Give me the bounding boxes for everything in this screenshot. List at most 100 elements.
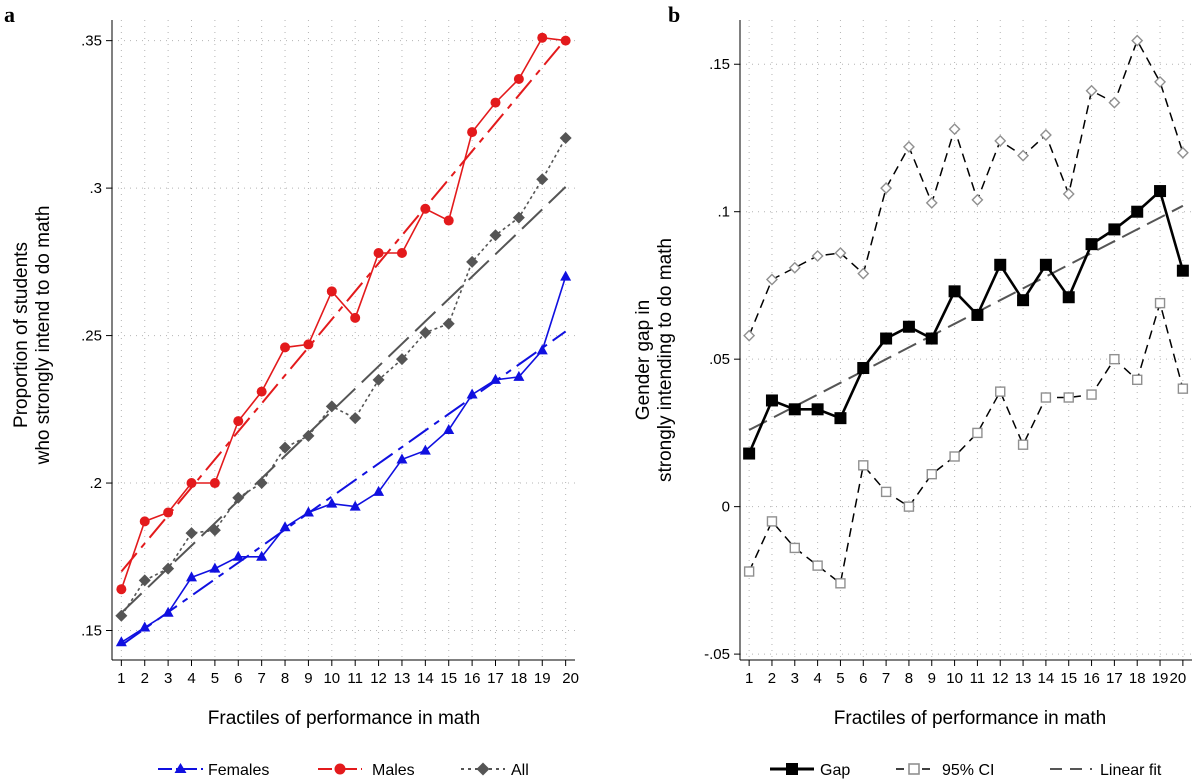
panel-a-ylabel-line2: who strongly intend to do math	[33, 206, 54, 466]
panel-a-x-tick-label: 7	[257, 670, 265, 687]
series-ci-lower-point	[1040, 392, 1052, 403]
panel-a-x-tick-label: 20	[562, 670, 579, 687]
series-females-point	[256, 550, 268, 561]
panel-b-y-tick-label: .1	[717, 204, 730, 221]
panel-a-y-tick-label: .3	[89, 180, 102, 197]
series-ci-upper-point	[765, 273, 778, 286]
series-all-point	[512, 211, 525, 224]
series-all-point	[559, 131, 572, 144]
legend-ci-marker	[908, 763, 920, 775]
panel-a-x-tick-label: 12	[370, 670, 387, 687]
series-gap-point	[834, 412, 847, 425]
series-all-fit-line	[120, 186, 567, 614]
panel-b-x-tick-label: 8	[905, 670, 913, 687]
series-all-point	[489, 229, 502, 242]
series-males-point	[303, 339, 314, 350]
series-all-point	[115, 609, 128, 622]
series-males-point	[256, 386, 267, 397]
series-gap-point	[925, 332, 938, 345]
series-ci-upper-point	[1131, 34, 1144, 47]
series-females-point	[443, 423, 455, 434]
panel-a-x-tick-label: 8	[281, 670, 289, 687]
legend-males-label: Males	[372, 762, 415, 779]
panel-b-x-tick-label: 2	[768, 670, 776, 687]
series-ci-upper-point	[811, 249, 824, 262]
series-ci-lower-point	[766, 516, 778, 527]
panel-a-y-tick-label: .15	[81, 623, 102, 640]
series-gap-point	[1176, 264, 1189, 277]
series-males-point	[139, 516, 150, 527]
series-ci-lower-point	[789, 542, 800, 554]
panel-b-plot: -.050.05.1.151 2 3 4 5 6 7 8 9 10 11 12 13 14 15 16 17 18…	[704, 20, 1192, 687]
series-females-point	[279, 521, 291, 532]
series-ci-lower-point	[1063, 392, 1074, 403]
series-females-point	[466, 388, 478, 399]
series-ci-upper-point	[788, 261, 801, 274]
series-ci-upper-point	[834, 247, 847, 259]
series-ci-upper-point	[1108, 96, 1121, 109]
series-males-point	[396, 247, 407, 258]
panel-a-plot: .15.2.25.3.351 2 3 4 5 6 7 8 9 10 11 12 13 14 15 16 17 18…	[81, 20, 579, 687]
panel-a-x-tick-label: 2	[141, 670, 149, 687]
series-males-point	[186, 478, 197, 489]
series-all-point	[302, 429, 315, 442]
panel-a-x-tick-label: 1	[117, 670, 125, 687]
series-all-point	[419, 326, 432, 339]
series-females-point	[139, 621, 151, 632]
series-all-point	[349, 412, 362, 425]
series-ci-upper-point	[1154, 75, 1167, 88]
series-ci-lower-point	[835, 578, 846, 589]
panel-b-y-tick-label: .05	[709, 351, 730, 368]
series-ci-lower-point	[903, 501, 915, 512]
series-gap-point	[1108, 223, 1121, 236]
series-males-point	[233, 416, 244, 427]
panel-a-label: a	[4, 2, 15, 27]
series-males-point	[163, 507, 174, 518]
series-gap-point	[971, 308, 984, 321]
series-ci-lower-point	[1086, 389, 1097, 400]
series-males-point	[116, 584, 127, 595]
series-ci-upper-point	[1176, 146, 1189, 159]
panel-b-x-tick-label: 13	[1015, 670, 1032, 687]
series-females-point	[326, 497, 338, 508]
series-gap-point	[1039, 258, 1052, 271]
panel-b-x-tick-label: 14	[1038, 670, 1055, 687]
panel-a-x-tick-label: 14	[417, 670, 434, 687]
series-ci-lower-point	[880, 486, 892, 498]
series-females-point	[115, 636, 127, 647]
series-gap-point	[765, 394, 778, 407]
legend-b: Gap 95% CI Linear fit	[770, 762, 1162, 779]
series-ci-lower-point	[1132, 374, 1143, 386]
legend-males-marker	[334, 763, 346, 775]
series-all-point	[255, 477, 268, 490]
series-all-point	[536, 173, 549, 186]
series-females-point	[560, 270, 572, 281]
series-ci-upper-point	[1039, 129, 1052, 142]
panel-b-y-tick-label: .15	[709, 56, 730, 73]
legend-fit-label: Linear fit	[1100, 762, 1162, 779]
series-ci-lower-point	[1017, 439, 1029, 450]
series-females-point	[373, 485, 385, 496]
panel-b-ylabel-line1: Gender gap in	[633, 300, 654, 420]
series-females-point	[396, 453, 408, 464]
panel-a-x-tick-label: 13	[394, 670, 411, 687]
series-females-point	[162, 606, 174, 617]
legend-females-marker	[174, 763, 187, 773]
series-gap-point	[811, 403, 824, 416]
legend-females-label: Females	[208, 762, 269, 779]
legend-ci-label: 95% CI	[942, 762, 994, 779]
series-ci-lower-point	[949, 451, 960, 462]
series-ci-lower-point	[743, 566, 755, 577]
legend-gap-marker	[786, 763, 798, 775]
panel-b-x-tick-label: 3	[791, 670, 799, 687]
panel-b-x-tick-label: 16	[1083, 670, 1100, 687]
series-ci-lower-point	[926, 468, 937, 480]
panel-a-x-tick-label: 6	[234, 670, 242, 687]
panel-a-x-tick-label: 16	[464, 670, 481, 687]
series-females-point	[209, 562, 221, 573]
panel-a-x-tick-label: 4	[187, 670, 195, 687]
series-ci-lower-point	[972, 427, 983, 439]
panel-b-x-tick-label: 18	[1129, 670, 1146, 687]
panel-b-y-tick-label: 0	[722, 499, 730, 516]
